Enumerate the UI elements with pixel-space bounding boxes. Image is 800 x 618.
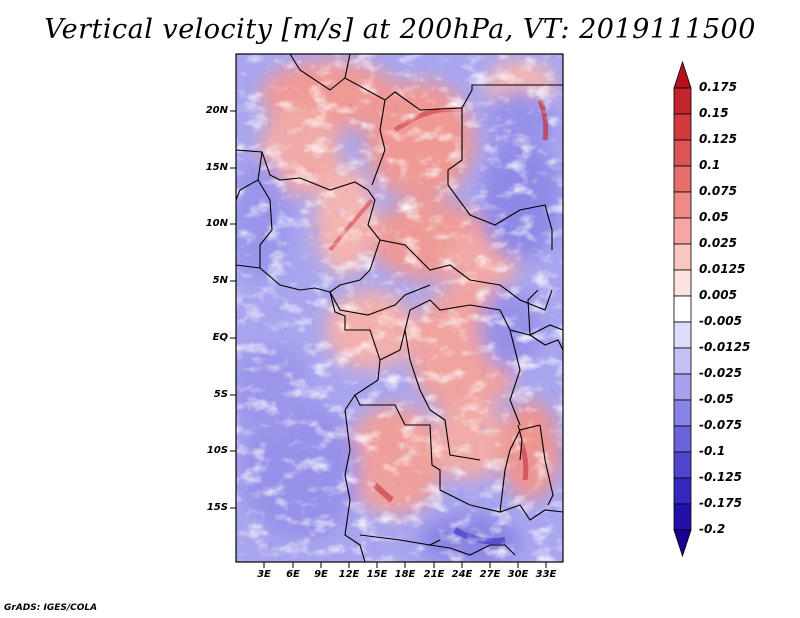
vertical-velocity-field bbox=[236, 54, 563, 562]
lon-label-30e: 30E bbox=[507, 569, 529, 580]
lon-label-21e: 21E bbox=[423, 569, 445, 580]
colorbar-label: 0.0125 bbox=[699, 262, 746, 276]
lat-label-5s: 5S bbox=[213, 389, 228, 400]
lat-label-5n: 5N bbox=[212, 275, 228, 286]
lon-label-24e: 24E bbox=[451, 569, 473, 580]
colorbar-swatch bbox=[673, 113, 692, 141]
colorbar-swatch bbox=[673, 503, 692, 531]
colorbar-swatch bbox=[673, 451, 692, 479]
chart-title: Vertical velocity [m/s] at 200hPa, VT: 2… bbox=[44, 14, 756, 45]
colorbar-swatch bbox=[673, 295, 692, 323]
lat-label-10s: 10S bbox=[206, 445, 228, 456]
lat-label-20n: 20N bbox=[205, 105, 228, 116]
colorbar-label: -0.2 bbox=[699, 522, 726, 536]
lon-label-15e: 15E bbox=[366, 569, 388, 580]
lon-ticks bbox=[263, 562, 547, 568]
colorbar bbox=[673, 60, 692, 558]
colorbar-swatch bbox=[673, 529, 692, 558]
colorbar-swatch bbox=[673, 191, 692, 219]
colorbar-swatch bbox=[673, 217, 692, 245]
lon-label-27e: 27E bbox=[479, 569, 501, 580]
colorbar-swatch bbox=[673, 425, 692, 453]
map-frame bbox=[235, 53, 564, 563]
colorbar-label: 0.125 bbox=[699, 132, 737, 146]
colorbar-label: -0.05 bbox=[699, 392, 734, 406]
colorbar-label: -0.025 bbox=[699, 366, 742, 380]
lon-label-18e: 18E bbox=[394, 569, 416, 580]
colorbar-swatch bbox=[673, 373, 692, 401]
colorbar-swatch bbox=[673, 165, 692, 193]
lon-label-3e: 3E bbox=[257, 569, 271, 580]
colorbar-label: 0.15 bbox=[699, 106, 729, 120]
colorbar-label: 0.175 bbox=[699, 80, 737, 94]
colorbar-swatch bbox=[673, 321, 692, 349]
colorbar-label: 0.05 bbox=[699, 210, 729, 224]
colorbar-label: 0.025 bbox=[699, 236, 737, 250]
colorbar-label: -0.1 bbox=[699, 444, 726, 458]
colorbar-label: 0.005 bbox=[699, 288, 737, 302]
colorbar-label: -0.125 bbox=[699, 470, 742, 484]
country-boundaries bbox=[236, 54, 563, 562]
lon-label-12e: 12E bbox=[338, 569, 360, 580]
colorbar-label: -0.175 bbox=[699, 496, 742, 510]
colorbar-swatch bbox=[673, 139, 692, 167]
colorbar-label: -0.005 bbox=[699, 314, 742, 328]
colorbar-swatch bbox=[673, 399, 692, 427]
lat-label-15s: 15S bbox=[206, 502, 228, 513]
lon-label-6e: 6E bbox=[286, 569, 300, 580]
colorbar-swatch bbox=[673, 477, 692, 505]
colorbar-swatch bbox=[673, 269, 692, 297]
lon-label-33e: 33E bbox=[535, 569, 557, 580]
grads-credit: GrADS: IGES/COLA bbox=[4, 603, 98, 613]
lat-label-15n: 15N bbox=[205, 162, 228, 173]
colorbar-label: -0.075 bbox=[699, 418, 742, 432]
lon-label-9e: 9E bbox=[314, 569, 328, 580]
colorbar-label: -0.0125 bbox=[699, 340, 751, 354]
lat-label-eq: EQ bbox=[212, 332, 228, 343]
lat-label-10n: 10N bbox=[205, 218, 228, 229]
colorbar-swatch bbox=[673, 60, 692, 89]
colorbar-swatch bbox=[673, 243, 692, 271]
colorbar-swatch bbox=[673, 347, 692, 375]
colorbar-swatch bbox=[673, 87, 692, 115]
colorbar-label: 0.1 bbox=[699, 158, 721, 172]
lat-ticks bbox=[230, 110, 236, 509]
colorbar-label: 0.075 bbox=[699, 184, 737, 198]
